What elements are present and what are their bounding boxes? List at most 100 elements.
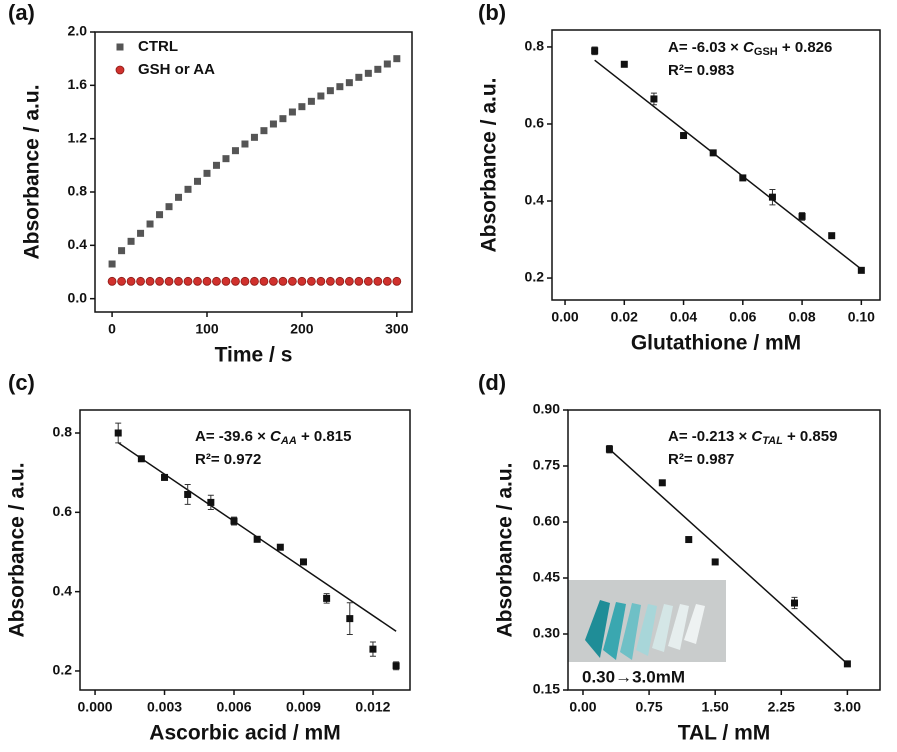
r-squared: R²= 0.987 — [668, 451, 734, 468]
equation-sub: AA — [280, 435, 297, 447]
x-axis-label: Ascorbic acid / mM — [149, 722, 340, 745]
r-squared: R²= 0.972 — [195, 451, 261, 468]
data-point — [231, 147, 239, 155]
data-point — [250, 133, 258, 141]
y-tick-label: 0.4 — [525, 192, 545, 208]
equation-var: C — [751, 428, 763, 445]
data-point — [355, 73, 363, 81]
equation-sub: GSH — [754, 46, 778, 58]
data-point — [591, 47, 599, 55]
y-tick-label: 0.8 — [53, 424, 73, 440]
data-point — [843, 660, 851, 668]
x-tick-label: 0.10 — [848, 309, 875, 325]
y-tick-label: 0.4 — [68, 236, 88, 252]
data-point — [269, 276, 278, 286]
data-point — [174, 276, 183, 286]
data-point — [307, 97, 315, 105]
x-tick-label: 0.04 — [670, 309, 697, 325]
plot-frame — [551, 29, 881, 301]
plot-frame — [79, 409, 411, 691]
x-tick-label: 300 — [385, 321, 409, 337]
y-tick-label: 1.6 — [68, 76, 88, 92]
equation-lhs: A= -0.213 × — [668, 428, 751, 445]
y-tick-label: 0.30 — [533, 625, 560, 641]
data-point — [107, 276, 117, 286]
data-point — [156, 211, 164, 219]
x-tick-label: 3.00 — [834, 699, 861, 715]
data-point — [161, 473, 169, 481]
y-tick-label: 0.8 — [525, 38, 545, 54]
x-tick-label: 100 — [195, 321, 219, 337]
data-point — [382, 276, 392, 286]
data-point — [250, 276, 259, 286]
data-point — [212, 161, 220, 169]
data-point — [798, 212, 806, 220]
data-point — [117, 276, 126, 286]
data-point — [202, 276, 212, 286]
data-point — [288, 276, 297, 286]
data-point — [605, 445, 613, 453]
legend-marker — [115, 65, 125, 75]
x-axis-label: Glutathione / mM — [631, 332, 801, 355]
inset-photo — [568, 580, 726, 690]
data-point — [392, 662, 400, 670]
equation: A= -6.03 × CGSH + 0.826 — [668, 39, 832, 58]
data-point — [383, 60, 391, 68]
y-tick-label: 0.8 — [68, 183, 88, 199]
data-point — [183, 276, 193, 286]
data-point — [137, 455, 145, 463]
x-tick-label: 0.006 — [216, 699, 251, 715]
data-point — [146, 220, 154, 228]
y-tick-label: 0.75 — [533, 457, 560, 473]
data-point — [306, 276, 316, 286]
y-tick-label: 0.4 — [53, 582, 73, 598]
data-point — [791, 599, 799, 607]
data-point — [739, 174, 747, 182]
fit-line — [608, 448, 848, 665]
data-point — [194, 177, 202, 185]
equation-sub: TAL — [762, 435, 783, 447]
y-tick-label: 0.45 — [533, 569, 560, 585]
data-point — [709, 149, 717, 157]
x-tick-label: 0.000 — [78, 699, 113, 715]
data-point — [711, 558, 719, 566]
inset-label: 0.30→3.0mM — [582, 667, 685, 686]
x-tick-label: 0.012 — [355, 699, 390, 715]
y-tick-label: 0.15 — [533, 681, 560, 697]
y-tick-label: 0.6 — [525, 115, 545, 131]
panel-label: (b) — [478, 0, 506, 25]
y-tick-label: 0.2 — [525, 269, 545, 285]
equation-var: C — [743, 39, 755, 56]
equation-rhs: + 0.859 — [783, 428, 838, 445]
data-point — [126, 276, 136, 286]
data-point — [857, 266, 865, 274]
r-squared: R²= 0.983 — [668, 62, 734, 79]
x-tick-label: 200 — [290, 321, 314, 337]
legend-label: GSH or AA — [138, 61, 215, 78]
y-axis-label: Absorbance / a.u. — [6, 462, 29, 637]
data-point — [325, 276, 335, 286]
data-point — [279, 115, 287, 123]
fit-line — [594, 59, 862, 270]
data-point — [373, 276, 383, 286]
x-tick-label: 0.08 — [788, 309, 815, 325]
equation: A= -0.213 × CTAL + 0.859 — [668, 428, 837, 447]
data-point — [114, 429, 122, 437]
y-tick-label: 2.0 — [68, 23, 88, 39]
panel-label: (a) — [8, 0, 35, 25]
data-point — [230, 517, 238, 525]
data-point — [336, 83, 344, 91]
x-tick-label: 0 — [108, 321, 116, 337]
equation-var: C — [270, 428, 282, 445]
y-tick-label: 0.2 — [53, 662, 73, 678]
y-tick-label: 0.90 — [533, 401, 560, 417]
data-point — [231, 276, 240, 286]
equation-lhs: A= -6.03 × — [668, 39, 743, 56]
data-point — [323, 594, 331, 602]
y-axis-label: Absorbance / a.u. — [494, 462, 517, 637]
data-point — [363, 276, 373, 286]
data-point — [184, 490, 192, 498]
panel-label: (c) — [8, 370, 35, 395]
legend-marker — [116, 43, 124, 51]
